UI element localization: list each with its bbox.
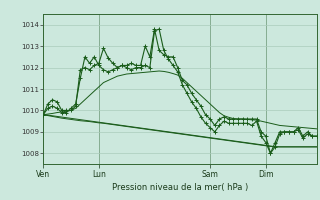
X-axis label: Pression niveau de la mer( hPa ): Pression niveau de la mer( hPa ) [112, 183, 248, 192]
